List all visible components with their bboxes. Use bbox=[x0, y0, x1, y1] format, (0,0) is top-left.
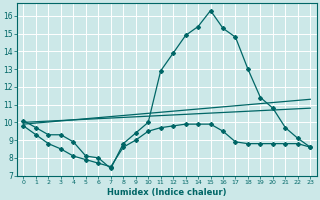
X-axis label: Humidex (Indice chaleur): Humidex (Indice chaleur) bbox=[107, 188, 227, 197]
